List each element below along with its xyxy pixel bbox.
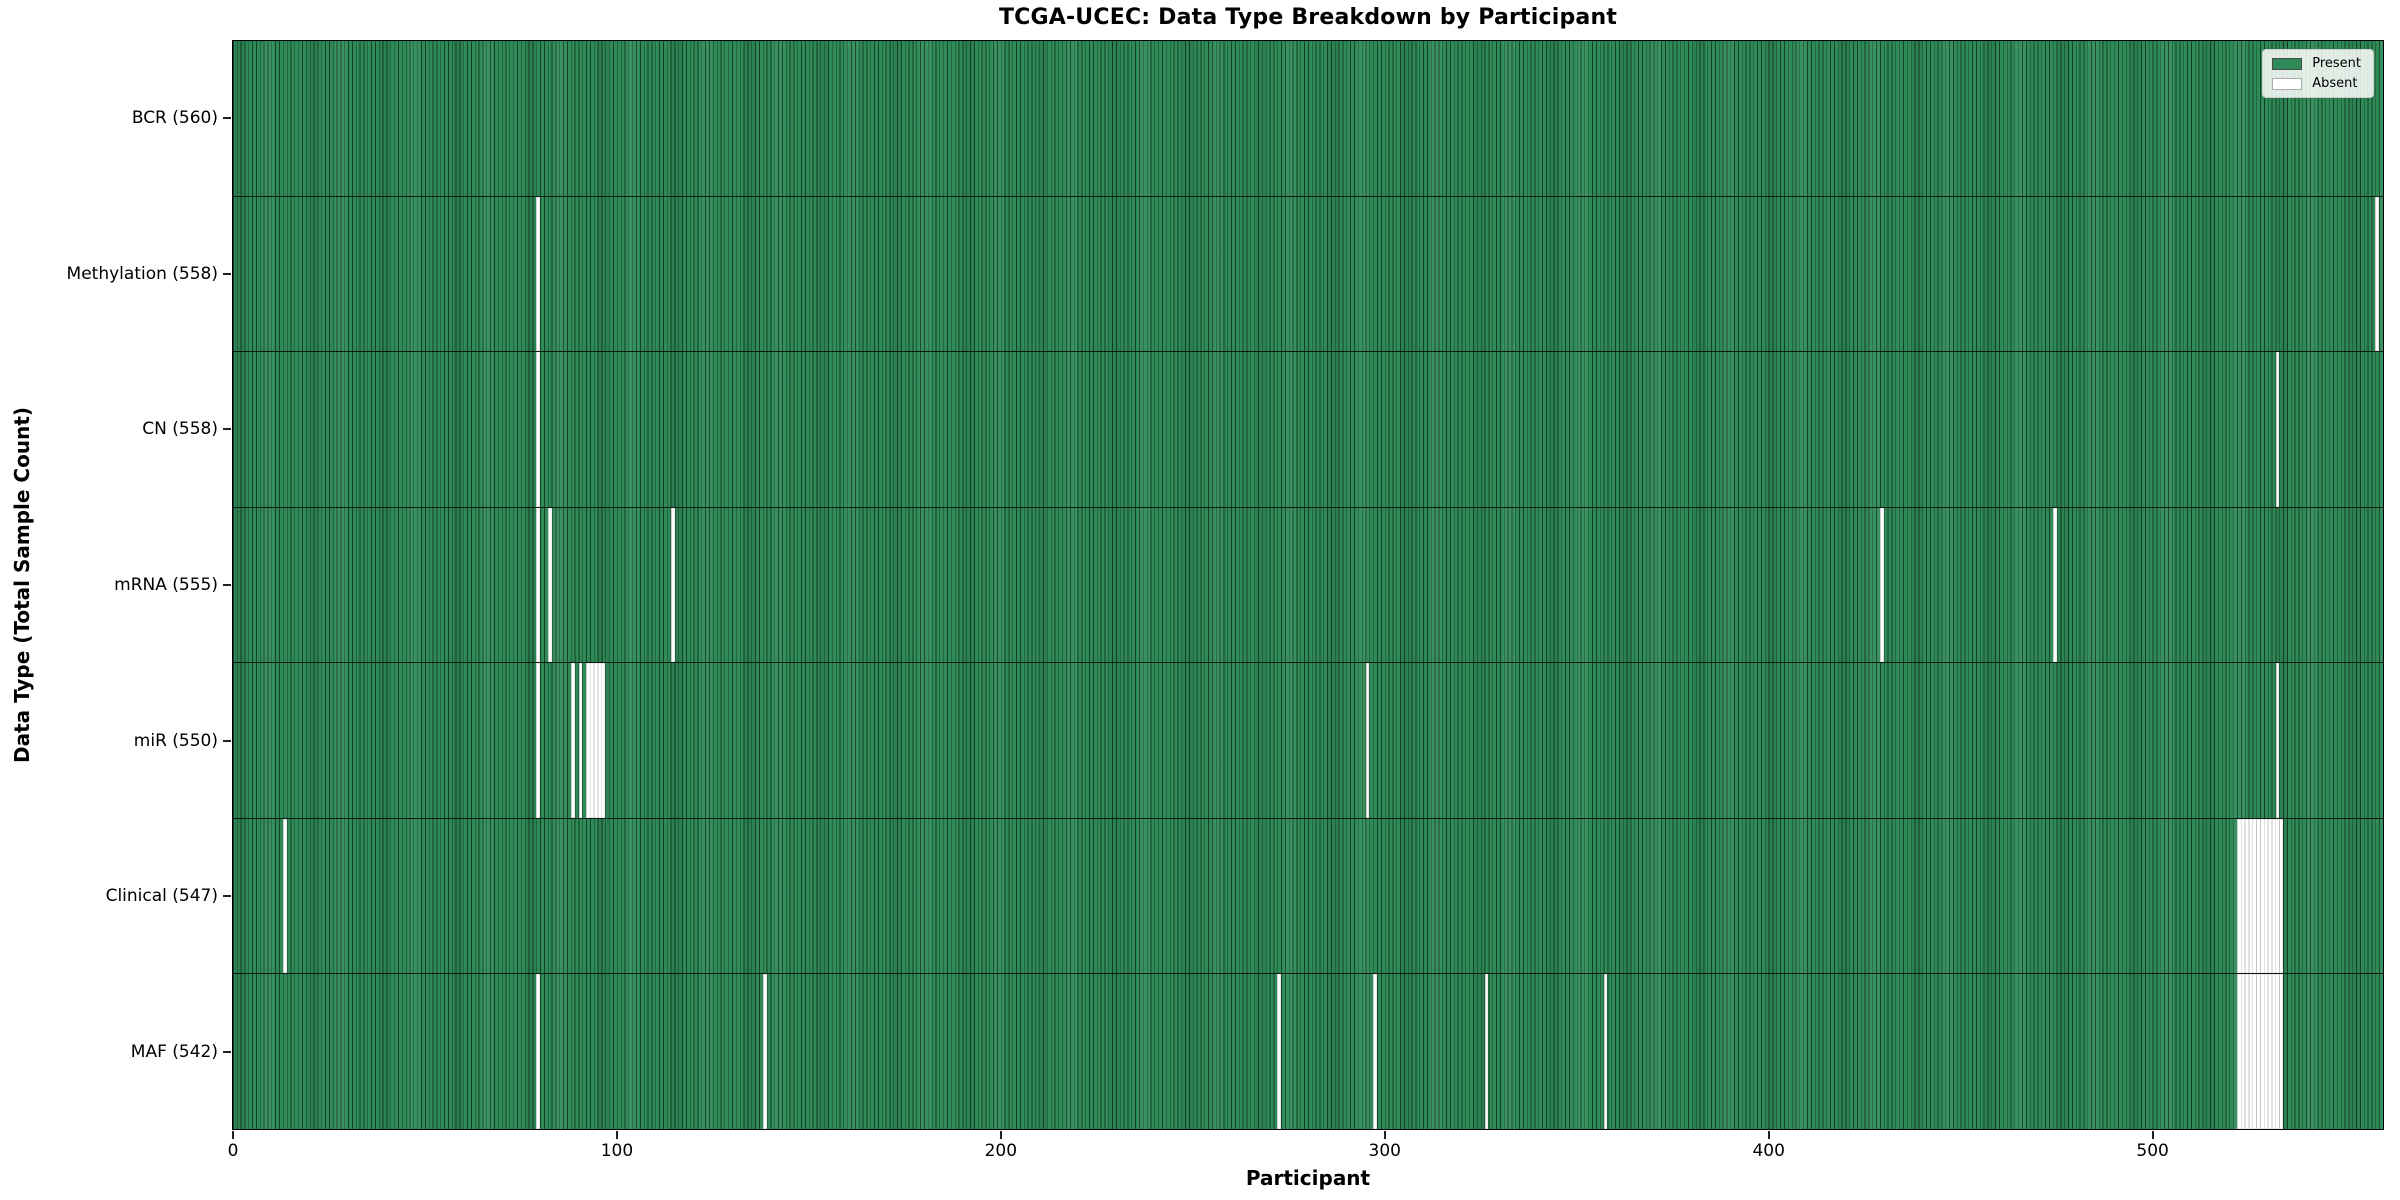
absent-gap-methylation: [536, 196, 541, 352]
legend-label: Absent: [2312, 76, 2358, 91]
ytick-mark: [223, 428, 231, 431]
xtick-mark: [615, 1131, 618, 1139]
series-row-maf: [233, 974, 2383, 1130]
x-axis-label: Participant: [1245, 1166, 1371, 1190]
xtick-mark: [999, 1131, 1002, 1139]
ytick-mark: [223, 584, 231, 586]
xtick-label-0: 0: [227, 1141, 239, 1161]
absent-gap-mir: [586, 663, 606, 818]
series-row-mrna: [233, 507, 2383, 664]
absent-gap-mir: [2275, 663, 2280, 818]
absent-gap-maf: [1373, 974, 1378, 1130]
xtick-label-200: 200: [984, 1141, 1018, 1161]
ytick-mark: [223, 116, 231, 119]
ytick-mark: [223, 1051, 231, 1054]
xtick-label-100: 100: [600, 1141, 634, 1161]
absent-gap-mrna: [2052, 507, 2057, 663]
absent-gap-cn: [2275, 352, 2280, 507]
absent-gap-mir: [570, 663, 575, 818]
ytick-label-maf: MAF (542): [130, 1042, 218, 1063]
absent-gap-maf: [762, 974, 767, 1130]
absent-gap-methylation: [2375, 196, 2380, 352]
xtick-label-500: 500: [2136, 1141, 2169, 1161]
absent-gap-mir: [578, 663, 583, 818]
xtick-mark: [232, 1131, 234, 1139]
absent-gap-mir: [1365, 663, 1370, 818]
absent-gap-maf: [2237, 974, 2284, 1130]
xtick-mark: [1383, 1131, 1386, 1139]
absent-gap-maf: [1603, 974, 1608, 1130]
absent-gap-mir: [536, 663, 541, 818]
legend-swatch-absent: [2272, 77, 2303, 90]
absent-gap-mrna: [547, 507, 552, 663]
ytick-mark: [223, 895, 231, 898]
legend: Present Absent: [2262, 49, 2374, 98]
absent-gap-maf: [1277, 974, 1282, 1130]
absent-gap-mrna: [670, 507, 675, 663]
rows-container: [233, 41, 2383, 1130]
series-row-mir: [233, 663, 2383, 819]
legend-swatch-present: [2272, 57, 2303, 70]
xtick-label-400: 400: [1752, 1141, 1785, 1161]
ytick-mark: [223, 739, 231, 742]
absent-gap-mrna: [1880, 507, 1884, 663]
ytick-label-cn: CN (558): [142, 419, 218, 440]
legend-item-absent: Absent: [2272, 77, 2361, 90]
absent-gap-mrna: [536, 507, 541, 663]
plot-area: Present Absent: [232, 40, 2384, 1130]
series-row-clinical: [233, 818, 2383, 975]
absent-gap-cn: [536, 352, 541, 507]
series-row-bcr: [233, 41, 2383, 197]
ytick-label-clinical: Clinical (547): [105, 886, 218, 907]
absent-gap-clinical: [2237, 818, 2284, 974]
xtick-mark: [1767, 1131, 1770, 1139]
absent-gap-maf: [536, 974, 541, 1130]
ytick-mark: [223, 272, 231, 275]
series-row-cn: [233, 352, 2383, 508]
ytick-label-mir: miR (550): [133, 730, 218, 751]
xtick-mark: [2151, 1131, 2154, 1139]
ytick-label-bcr: BCR (560): [131, 107, 218, 128]
legend-label: Present: [2312, 56, 2361, 71]
absent-gap-clinical: [282, 818, 287, 974]
chart-title: TCGA-UCEC: Data Type Breakdown by Partic…: [998, 5, 1618, 30]
xtick-label-300: 300: [1368, 1141, 1402, 1161]
legend-item-present: Present: [2272, 57, 2361, 70]
absent-gap-maf: [1484, 974, 1489, 1130]
series-row-methylation: [233, 196, 2383, 353]
ytick-label-mrna: mRNA (555): [114, 575, 218, 595]
ytick-label-methylation: Methylation (558): [66, 263, 218, 284]
